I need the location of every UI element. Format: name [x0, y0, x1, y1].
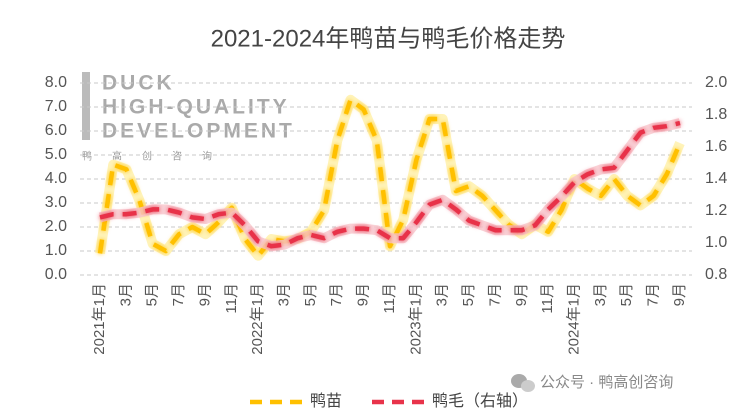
- y-tick-label: 8.0: [45, 74, 67, 91]
- y-tick-label: 5.0: [45, 146, 67, 163]
- x-tick-label: 9月: [671, 283, 688, 306]
- legend-label: 鸭苗: [310, 392, 342, 410]
- y-tick-label: 6.0: [45, 122, 67, 139]
- x-tick-label: 11月: [223, 283, 240, 314]
- x-tick-label: 7月: [645, 283, 662, 306]
- y2-tick-label: 1.6: [705, 138, 727, 155]
- y2-tick-label: 1.0: [705, 234, 727, 251]
- source-note: 公众号 · 鸭高创咨询: [540, 374, 673, 391]
- x-tick-label: 7月: [170, 283, 187, 306]
- watermark-caption: 鸭 高 创 咨 询: [82, 150, 212, 163]
- x-tick-label: 3月: [117, 283, 134, 306]
- y-tick-label: 7.0: [45, 98, 67, 115]
- x-tick-label: 9月: [196, 283, 213, 306]
- y-tick-label: 0.0: [45, 266, 67, 283]
- x-tick-label: 2024年1月: [566, 283, 583, 355]
- y2-tick-label: 1.8: [705, 106, 727, 123]
- x-tick-label: 3月: [592, 283, 609, 306]
- x-tick-label: 7月: [328, 283, 345, 306]
- x-tick-label: 9月: [513, 283, 530, 306]
- x-tick-label: 5月: [302, 283, 319, 306]
- y2-tick-label: 1.4: [705, 170, 727, 187]
- y-tick-label: 1.0: [45, 242, 67, 259]
- x-tick-label: 2022年1月: [249, 283, 266, 355]
- x-tick-label: 11月: [539, 283, 556, 314]
- x-tick-label: 5月: [618, 283, 635, 306]
- y-tick-label: 4.0: [45, 170, 67, 187]
- x-tick-label: 5月: [460, 283, 477, 306]
- chart-title: 2021-2024年鸭苗与鸭毛价格走势: [211, 25, 566, 52]
- y-tick-label: 2.0: [45, 218, 67, 235]
- watermark-bar: [82, 72, 90, 140]
- x-tick-label: 5月: [144, 283, 161, 306]
- wechat-icon: [511, 374, 535, 392]
- watermark-text: DEVELOPMENT: [102, 120, 295, 143]
- y2-tick-label: 1.2: [705, 202, 727, 219]
- series-line: [97, 97, 683, 259]
- y-tick-label: 3.0: [45, 194, 67, 211]
- x-tick-label: 7月: [486, 283, 503, 306]
- x-tick-label: 3月: [276, 283, 293, 306]
- x-tick-label: 2023年1月: [407, 283, 424, 355]
- x-tick-label: 2021年1月: [91, 283, 108, 355]
- x-tick-label: 9月: [355, 283, 372, 306]
- y2-tick-label: 2.0: [705, 74, 727, 91]
- x-tick-label: 3月: [434, 283, 451, 306]
- series-line: [99, 120, 681, 249]
- x-tick-label: 11月: [381, 283, 398, 314]
- y2-tick-label: 0.8: [705, 266, 727, 283]
- legend-label: 鸭毛（右轴）: [432, 392, 528, 410]
